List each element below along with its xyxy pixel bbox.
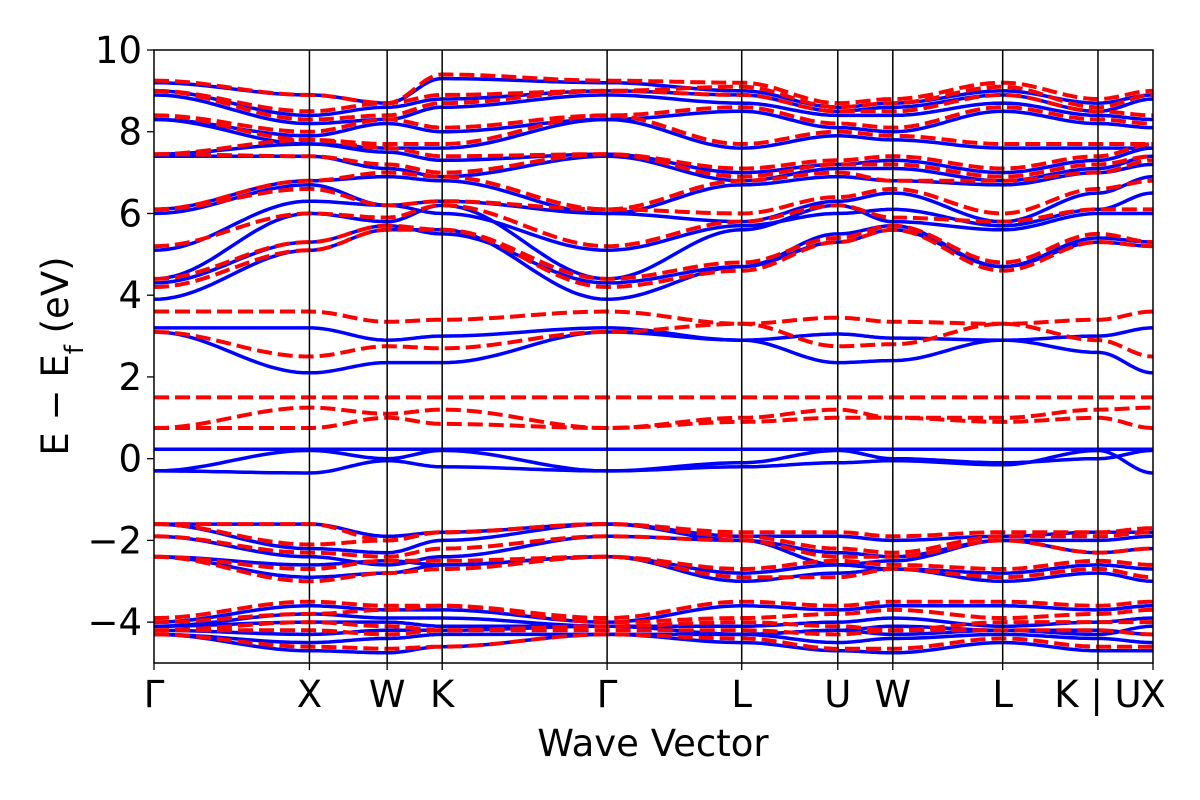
y-tick-label: 4 — [118, 274, 142, 317]
y-axis-title: E − Ef (eV) — [34, 256, 90, 455]
x-tick-label: K | U — [1054, 673, 1141, 716]
x-tick-label: K — [430, 673, 456, 716]
y-tick-label: 2 — [118, 356, 142, 399]
band-line — [154, 223, 1153, 281]
y-tick-label: −2 — [87, 519, 142, 562]
y-axis-title-main: E − E — [34, 354, 77, 455]
x-tick-label: W — [874, 673, 911, 716]
y-tick-label: 6 — [118, 192, 142, 235]
y-tick-label: 8 — [118, 111, 142, 154]
x-tick-label: U — [824, 673, 851, 716]
high-symmetry-lines — [308, 50, 1099, 663]
x-tick-label: X — [1140, 673, 1165, 716]
x-tick-label: Γ — [144, 673, 165, 716]
y-tick-label: 0 — [118, 438, 142, 481]
y-axis-title-unit: (eV) — [34, 256, 77, 345]
band-line — [154, 227, 1153, 289]
svg-text:E − Ef (eV): E − Ef (eV) — [34, 256, 90, 455]
y-axis-title-sub: f — [60, 344, 90, 354]
y-tick-label: −4 — [87, 601, 142, 644]
x-tick-label: W — [369, 673, 406, 716]
x-axis-title: Wave Vector — [537, 722, 769, 765]
x-tick-label: L — [731, 673, 752, 716]
y-tick-label: 10 — [95, 29, 142, 72]
plot-frame — [153, 49, 1154, 664]
x-tick-label: L — [992, 673, 1013, 716]
x-tick-label: X — [297, 673, 322, 716]
x-tick-label: Γ — [597, 673, 618, 716]
y-axis-ticks: 10 8 6 4 2 0 −2 −4 — [87, 29, 154, 644]
